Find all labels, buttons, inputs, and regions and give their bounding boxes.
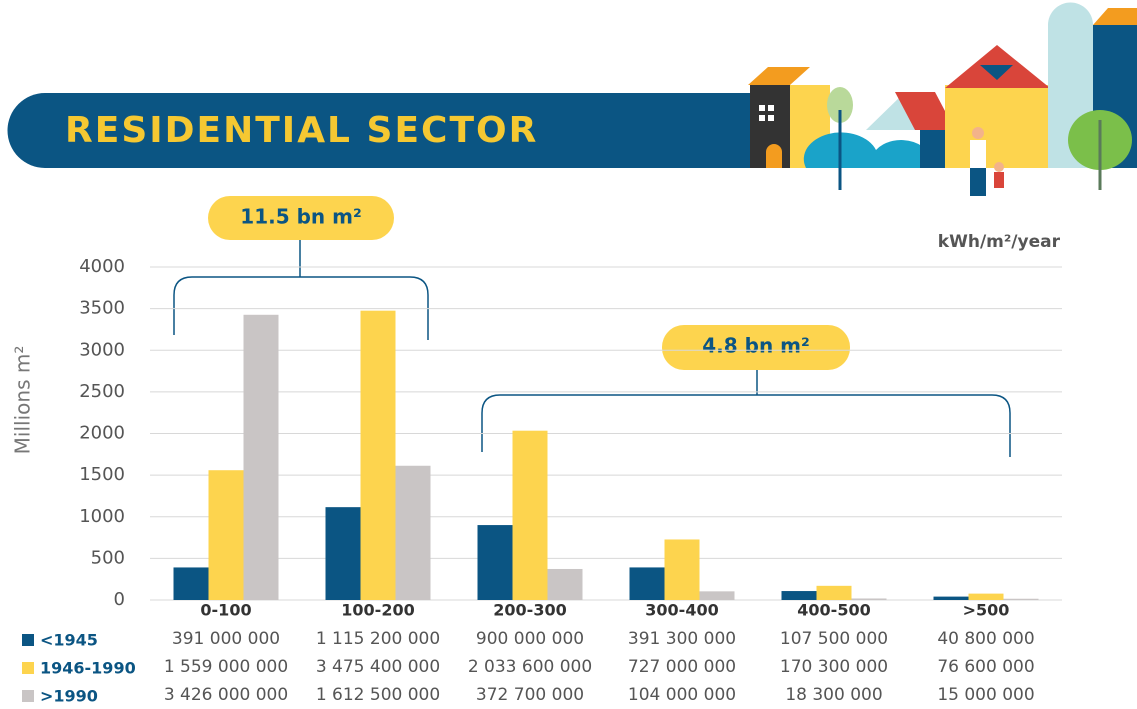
y-tick-label: 500 (91, 547, 125, 568)
y-tick-label: 2000 (79, 423, 125, 444)
bar (1003, 598, 1039, 600)
bar (173, 567, 209, 600)
legend-label: 1946-1990 (40, 659, 136, 678)
x-tick-label: 100-200 (341, 601, 414, 620)
bar (325, 507, 361, 600)
table-value: 3 475 400 000 (316, 657, 440, 677)
bar (208, 470, 244, 600)
table-value: 391 000 000 (172, 629, 280, 649)
table-value: 1 559 000 000 (164, 657, 288, 677)
table-value: 76 600 000 (937, 657, 1034, 677)
legend-swatch (22, 662, 34, 674)
unit-label: kWh/m²/year (938, 232, 1061, 252)
table-value: 18 300 000 (785, 685, 882, 705)
table-value: 170 300 000 (780, 657, 888, 677)
x-tick-label: 400-500 (797, 601, 870, 620)
annotation-pill (662, 325, 850, 370)
table-value: 2 033 600 000 (468, 657, 592, 677)
legend-swatch (22, 634, 34, 646)
annotation-pill (208, 196, 394, 240)
bar (512, 430, 548, 600)
x-tick-label: 200-300 (493, 601, 566, 620)
bar (243, 314, 279, 600)
table-value: 40 800 000 (937, 629, 1034, 649)
y-tick-label: 1000 (79, 506, 125, 527)
table-value: 107 500 000 (780, 629, 888, 649)
bar (699, 591, 735, 600)
chart-title: RESIDENTIAL SECTOR (65, 110, 538, 151)
illustration (748, 2, 1137, 196)
table-value: 3 426 000 000 (164, 685, 288, 705)
annotation: 11.5 bn m² (240, 205, 361, 229)
table-value: 391 300 000 (628, 629, 736, 649)
bar (629, 567, 665, 600)
y-tick-label: 3000 (79, 339, 125, 360)
table-value: 1 115 200 000 (316, 629, 440, 649)
bar (816, 585, 852, 600)
title-banner (7, 93, 761, 168)
bar (395, 465, 431, 600)
table-value: 15 000 000 (937, 685, 1034, 705)
annotation-bracket (173, 240, 1011, 457)
bar (781, 591, 817, 600)
bar (851, 598, 887, 600)
y-tick-label: 2500 (79, 381, 125, 402)
y-tick-label: 4000 (79, 256, 125, 277)
y-tick-label: 3500 (79, 298, 125, 319)
table-value: 104 000 000 (628, 685, 736, 705)
bar (547, 568, 583, 600)
table-value: 727 000 000 (628, 657, 736, 677)
table-value: 372 700 000 (476, 685, 584, 705)
annotation: 4.8 bn m² (702, 334, 810, 358)
bar (664, 539, 700, 600)
y-tick-label: 1500 (79, 464, 125, 485)
x-tick-label: 0-100 (200, 601, 251, 620)
legend-label: <1945 (40, 631, 98, 650)
bar (968, 593, 1004, 600)
legend-swatch (22, 690, 34, 702)
bar (360, 310, 396, 600)
bar (477, 525, 513, 600)
table-value: 1 612 500 000 (316, 685, 440, 705)
x-tick-label: 300-400 (645, 601, 718, 620)
table-value: 900 000 000 (476, 629, 584, 649)
legend-label: >1990 (40, 687, 98, 706)
y-tick-label: 0 (114, 589, 125, 610)
bar (933, 596, 969, 600)
y-axis-title: Millions m² (11, 346, 35, 455)
x-tick-label: >500 (963, 601, 1010, 620)
